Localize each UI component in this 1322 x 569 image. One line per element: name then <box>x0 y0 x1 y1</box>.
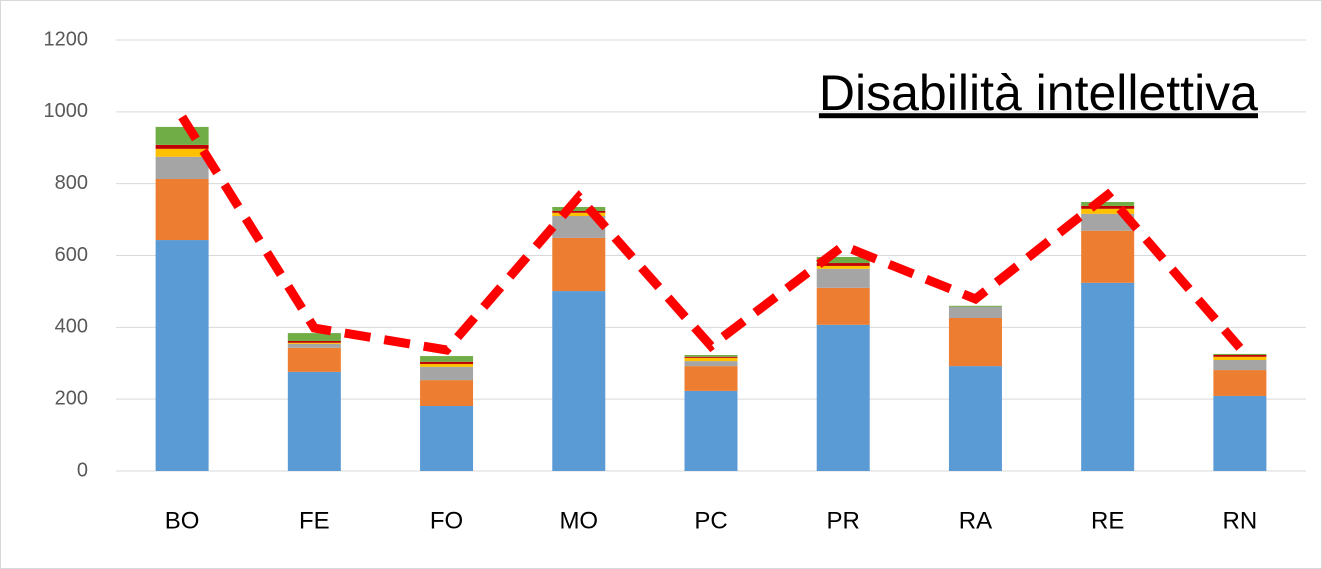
bar-segment <box>552 212 606 216</box>
x-tick-label: RN <box>1223 507 1258 534</box>
bar-segment <box>552 207 606 211</box>
bar-segment <box>552 215 606 238</box>
bar-segment <box>1213 356 1267 361</box>
bar-segment <box>420 405 474 471</box>
bar-segment <box>287 333 341 341</box>
bar-segment <box>1081 282 1135 471</box>
bar-segment <box>155 178 209 241</box>
bar-segment <box>816 256 870 264</box>
x-tick-label: BO <box>165 507 200 534</box>
bar-segment <box>420 361 474 364</box>
bar-segment <box>287 342 341 344</box>
bar-segment <box>1213 353 1267 355</box>
line-series <box>178 114 1244 355</box>
y-tick-label: 200 <box>55 387 88 409</box>
bar-segment <box>816 324 870 471</box>
bar-segment <box>552 237 606 292</box>
bar-segment <box>816 268 870 288</box>
bar-segment <box>948 317 1002 367</box>
x-tick-label: FO <box>430 507 463 534</box>
y-tick-label: 400 <box>55 316 88 338</box>
bar-segment <box>287 343 341 348</box>
bar-segment <box>287 347 341 372</box>
y-tick-label: 800 <box>55 172 88 194</box>
bar-segment <box>948 305 1002 307</box>
bar-segment <box>948 306 1002 318</box>
bar-segment <box>552 210 606 213</box>
bar-segment <box>552 291 606 471</box>
bar-segment <box>155 144 209 149</box>
bar-segment <box>420 380 474 406</box>
chart-title: Disabilità intellettiva <box>819 65 1258 121</box>
bar-segment <box>816 265 870 269</box>
x-tick-label: MO <box>559 507 598 534</box>
bar-segment <box>287 371 341 471</box>
bar-segment <box>1081 213 1135 231</box>
bar-segment <box>1213 354 1267 357</box>
bar-segment <box>1213 395 1267 471</box>
bar-segment <box>420 366 474 381</box>
bar-segment <box>420 363 474 367</box>
bar-segment <box>1081 201 1135 206</box>
bar-segment <box>1081 208 1135 214</box>
bar-segment <box>1213 360 1267 371</box>
bar-segment <box>816 287 870 325</box>
bar-segment <box>684 356 738 358</box>
x-tick-label: PR <box>827 507 860 534</box>
bar-segment <box>684 390 738 471</box>
x-tick-label: RE <box>1091 507 1124 534</box>
bar-segment <box>684 354 738 357</box>
bar-segment <box>684 366 738 391</box>
bar-segment <box>420 356 474 362</box>
bar-segment <box>684 361 738 367</box>
y-tick-label: 1000 <box>44 100 89 122</box>
y-tick-label: 0 <box>77 459 88 481</box>
bar-segment <box>1081 205 1135 209</box>
bar-segment <box>155 240 209 471</box>
x-tick-label: RA <box>959 507 992 534</box>
bar-segment <box>155 148 209 157</box>
bar-segment <box>287 340 341 343</box>
bar-segment <box>155 156 209 179</box>
bar-segment <box>155 126 209 145</box>
x-tick-label: PC <box>694 507 727 534</box>
bar-segment <box>1213 370 1267 396</box>
x-tick-label: FE <box>299 507 330 534</box>
y-tick-label: 1200 <box>44 28 89 50</box>
bar-segment <box>948 366 1002 471</box>
bar-segment <box>684 357 738 362</box>
y-tick-label: 600 <box>55 244 88 266</box>
bar-segment <box>1081 230 1135 283</box>
bar-segment <box>816 263 870 266</box>
